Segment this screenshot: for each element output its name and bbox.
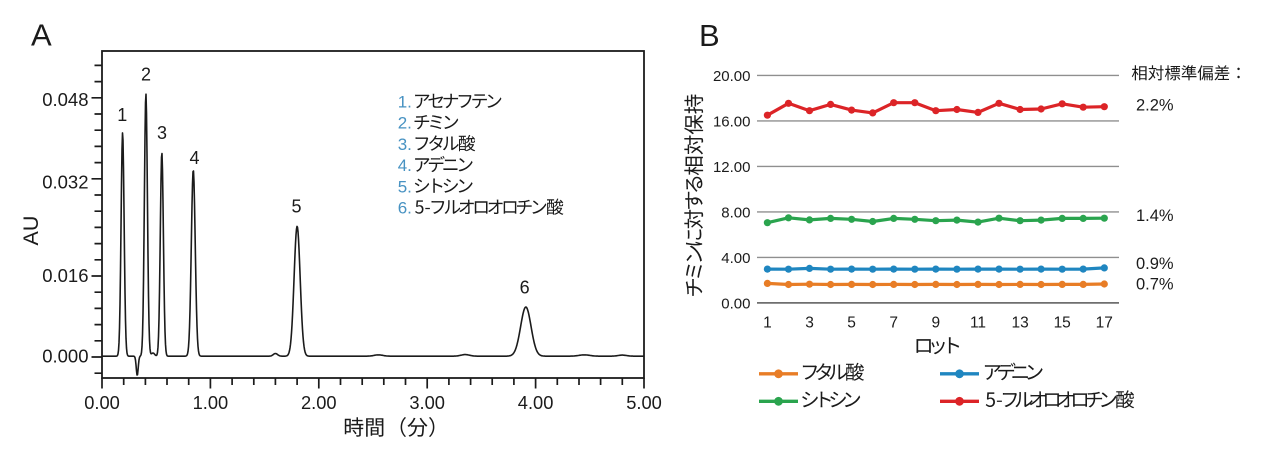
svg-text:1.: 1. <box>398 93 412 112</box>
svg-text:0.7%: 0.7% <box>1136 276 1174 294</box>
svg-text:0.9%: 0.9% <box>1136 255 1174 273</box>
svg-text:16.00: 16.00 <box>713 113 751 130</box>
svg-text:1.00: 1.00 <box>193 392 229 413</box>
svg-text:1.4%: 1.4% <box>1136 207 1174 225</box>
svg-text:9: 9 <box>931 314 940 331</box>
svg-text:5.: 5. <box>398 177 412 196</box>
svg-text:0.032: 0.032 <box>42 171 88 192</box>
svg-text:2.: 2. <box>398 114 412 133</box>
svg-text:5: 5 <box>291 196 301 216</box>
svg-text:4.: 4. <box>398 156 412 175</box>
svg-text:2.00: 2.00 <box>301 392 337 413</box>
svg-text:0.016: 0.016 <box>42 265 88 286</box>
svg-text:2: 2 <box>141 65 151 85</box>
svg-text:0.00: 0.00 <box>84 392 120 413</box>
svg-text:2.2%: 2.2% <box>1136 96 1174 114</box>
svg-text:13: 13 <box>1011 314 1028 331</box>
svg-text:AU: AU <box>19 216 43 246</box>
svg-text:0.000: 0.000 <box>42 345 88 366</box>
svg-text:A: A <box>31 18 52 53</box>
svg-text:3.: 3. <box>398 135 412 154</box>
svg-text:6: 6 <box>520 277 530 297</box>
svg-text:5.00: 5.00 <box>626 392 662 413</box>
svg-text:6.: 6. <box>398 199 412 218</box>
svg-text:3: 3 <box>805 314 814 331</box>
svg-text:0.048: 0.048 <box>42 89 88 110</box>
svg-text:11: 11 <box>970 314 986 331</box>
svg-text:3: 3 <box>157 123 167 143</box>
svg-text:1: 1 <box>763 314 772 331</box>
svg-text:4: 4 <box>189 148 199 168</box>
svg-text:B: B <box>699 18 720 53</box>
svg-text:5: 5 <box>847 314 856 331</box>
svg-text:4.00: 4.00 <box>721 250 750 267</box>
svg-text:0.00: 0.00 <box>721 295 750 312</box>
svg-text:1: 1 <box>117 105 127 125</box>
svg-text:15: 15 <box>1054 314 1071 331</box>
svg-text:20.00: 20.00 <box>713 68 751 85</box>
svg-text:7: 7 <box>889 314 898 331</box>
svg-text:12.00: 12.00 <box>713 159 751 176</box>
svg-text:4.00: 4.00 <box>518 392 554 413</box>
svg-text:8.00: 8.00 <box>721 204 750 221</box>
svg-text:17: 17 <box>1096 314 1113 331</box>
svg-text:3.00: 3.00 <box>409 392 445 413</box>
